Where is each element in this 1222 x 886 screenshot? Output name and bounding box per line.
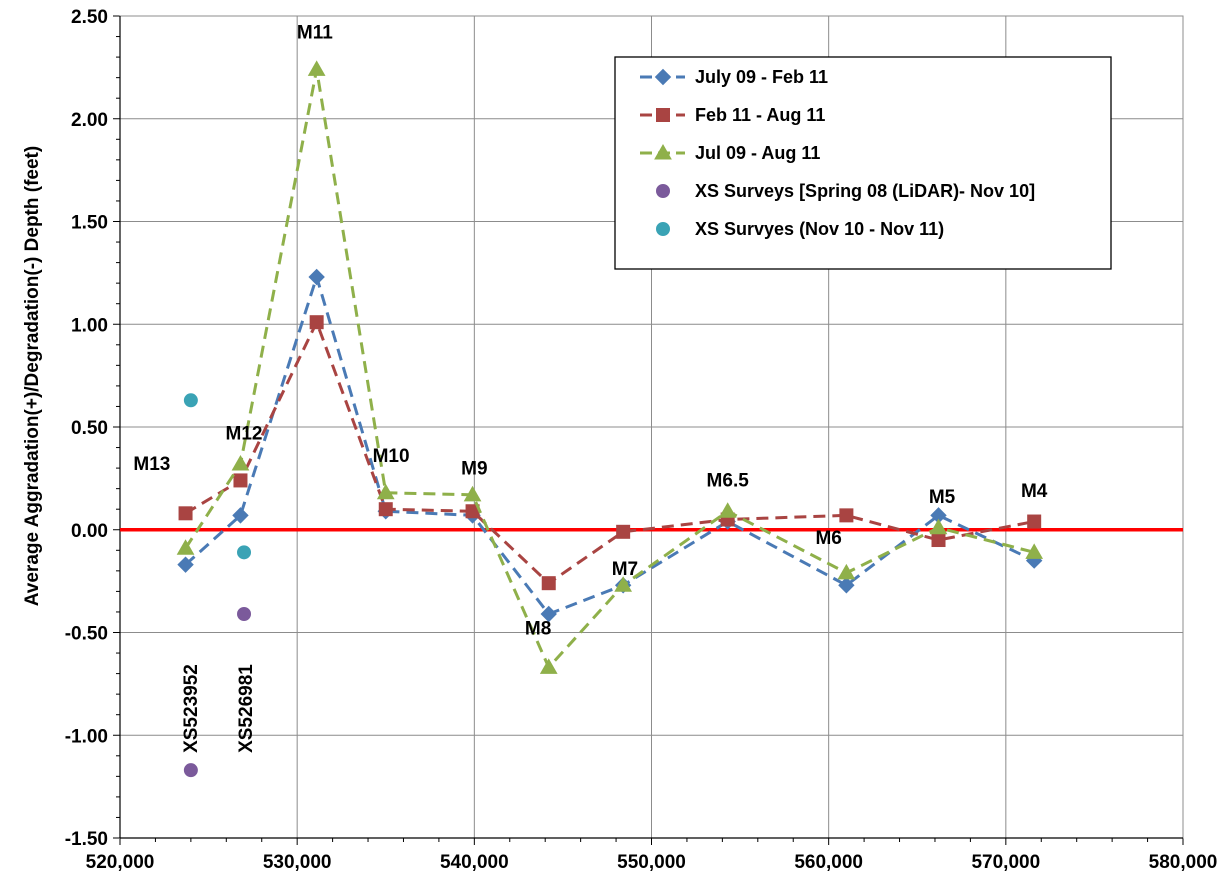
y-tick-label: 1.50 bbox=[71, 213, 108, 234]
legend-box bbox=[614, 56, 1112, 270]
data-point bbox=[232, 507, 249, 524]
point-annotation: M4 bbox=[1021, 481, 1048, 502]
legend-swatch-marker bbox=[654, 143, 672, 160]
legend-swatch-marker bbox=[654, 68, 672, 86]
data-point bbox=[463, 485, 482, 502]
data-point bbox=[718, 502, 737, 518]
y-tick-label: 1.00 bbox=[71, 315, 108, 336]
data-point bbox=[237, 545, 252, 560]
legend-item: XS Surveys [Spring 08 (LiDAR)- Nov 10] bbox=[656, 181, 1035, 201]
data-point bbox=[376, 483, 395, 500]
y-tick-label: 0.00 bbox=[71, 521, 108, 542]
legend-label: Jul 09 - Aug 11 bbox=[695, 143, 820, 163]
data-point bbox=[541, 576, 556, 591]
data-point bbox=[178, 506, 193, 521]
point-annotation: M9 bbox=[461, 458, 487, 479]
x-tick-label: 550,000 bbox=[617, 852, 686, 873]
data-point bbox=[233, 473, 248, 488]
point-annotation: M13 bbox=[133, 454, 170, 475]
point-annotation: M6 bbox=[815, 528, 841, 549]
legend: July 09 - Feb 11 Feb 11 - Aug 11 Jul 09 - … bbox=[614, 56, 1112, 270]
point-annotation: M11 bbox=[297, 23, 333, 44]
data-point bbox=[929, 518, 948, 535]
data-point bbox=[183, 763, 198, 778]
series-2 bbox=[178, 315, 1042, 591]
point-annotation: M10 bbox=[373, 446, 410, 467]
data-point bbox=[183, 393, 198, 408]
data-point bbox=[309, 315, 324, 330]
series-3 bbox=[176, 60, 1044, 674]
data-point bbox=[839, 508, 854, 523]
x-tick-label: 580,000 bbox=[1149, 852, 1218, 873]
x-tick-label: 530,000 bbox=[263, 852, 332, 873]
series-group bbox=[120, 60, 1183, 778]
legend-item: Feb 11 - Aug 11 bbox=[640, 105, 825, 125]
axes: 520,000 530,000 540,000 550,000 560,000 570,0… bbox=[65, 7, 1218, 873]
data-point bbox=[308, 268, 325, 286]
legend-label: XS Surveys [Spring 08 (LiDAR)- Nov 10] bbox=[695, 181, 1035, 201]
point-annotation: XS526981 bbox=[236, 664, 257, 753]
data-point bbox=[1025, 543, 1044, 559]
series-4 bbox=[183, 607, 252, 778]
data-point bbox=[378, 502, 393, 517]
data-point bbox=[231, 454, 250, 471]
data-point bbox=[931, 533, 946, 548]
series-5 bbox=[183, 393, 252, 560]
x-tick-label: 570,000 bbox=[971, 852, 1040, 873]
data-point bbox=[614, 576, 633, 592]
data-point bbox=[838, 577, 855, 594]
point-annotation: M7 bbox=[612, 559, 638, 580]
point-annotation: XS523952 bbox=[181, 664, 202, 753]
y-tick-label: 2.00 bbox=[71, 110, 108, 131]
data-point bbox=[237, 607, 252, 622]
data-point bbox=[177, 556, 194, 573]
point-annotation: M8 bbox=[525, 619, 551, 640]
y-axis-title: Average Aggradation(+)/Degradation(-) De… bbox=[22, 146, 43, 606]
y-tick-label: -0.50 bbox=[65, 624, 108, 645]
annotations-group: M13 M12 M11 M10 M9 M8 M7 M6.5 M6 M5 M4 XS523952 XS52… bbox=[133, 23, 1047, 753]
legend-swatch-marker bbox=[656, 184, 670, 198]
legend-swatch-marker bbox=[656, 222, 670, 236]
point-annotation: M12 bbox=[226, 423, 263, 444]
legend-label: Feb 11 - Aug 11 bbox=[695, 105, 825, 125]
y-tick-label: -1.00 bbox=[65, 726, 108, 747]
data-point bbox=[307, 60, 326, 76]
x-tick-label: 520,000 bbox=[86, 852, 155, 873]
point-annotation: M5 bbox=[929, 487, 956, 508]
data-point bbox=[616, 524, 631, 539]
data-point bbox=[540, 605, 557, 623]
y-tick-label: 0.50 bbox=[71, 418, 108, 439]
point-annotation: M6.5 bbox=[707, 471, 750, 492]
x-tick-label: 540,000 bbox=[440, 852, 509, 873]
legend-item: July 09 - Feb 11 bbox=[640, 67, 828, 87]
legend-swatch-marker bbox=[656, 108, 670, 122]
y-tick-label: 2.50 bbox=[71, 7, 108, 28]
data-point bbox=[1027, 514, 1042, 529]
data-point bbox=[539, 658, 558, 674]
legend-label: XS Survyes (Nov 10 - Nov 11) bbox=[695, 219, 944, 239]
data-point bbox=[176, 539, 195, 555]
data-point bbox=[837, 563, 856, 580]
x-tick-label: 560,000 bbox=[794, 852, 863, 873]
legend-item: XS Survyes (Nov 10 - Nov 11) bbox=[656, 219, 944, 239]
y-tick-label: -1.50 bbox=[65, 829, 108, 850]
legend-label: July 09 - Feb 11 bbox=[695, 67, 828, 87]
legend-item: Jul 09 - Aug 11 bbox=[640, 143, 820, 163]
